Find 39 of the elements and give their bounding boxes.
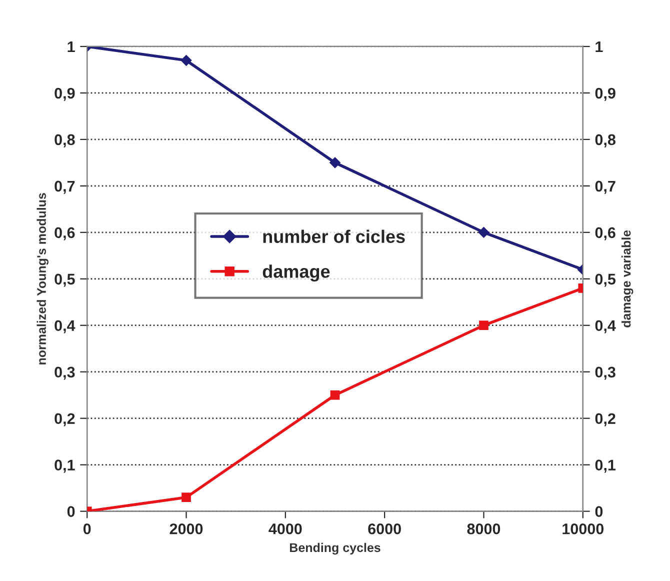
y2-tick-label: 0,3 bbox=[595, 366, 616, 380]
y2-tick-label: 0,9 bbox=[595, 88, 616, 101]
x-tick-label: 6000 bbox=[368, 523, 401, 534]
x-tick-label: 10000 bbox=[562, 523, 604, 534]
legend-label: number of cicles bbox=[263, 230, 405, 244]
y2-tick-label: 0,7 bbox=[595, 180, 616, 194]
x-tick-label: 8000 bbox=[467, 523, 500, 534]
point bbox=[478, 226, 490, 238]
x-tick-label: 0 bbox=[83, 523, 91, 534]
y2-tick-label: 0,1 bbox=[595, 460, 616, 473]
y-tick-label: 0,7 bbox=[54, 180, 75, 194]
y-tick-label: 0,1 bbox=[54, 460, 75, 473]
point bbox=[180, 54, 192, 66]
y2-tick-label: 0,6 bbox=[595, 227, 616, 240]
point bbox=[330, 390, 340, 400]
x-tick-label: 2000 bbox=[170, 523, 203, 534]
y-tick-label: 0,2 bbox=[54, 413, 75, 426]
y2-tick-label: 0 bbox=[595, 506, 603, 517]
legend-label: damage bbox=[262, 264, 330, 282]
y2-tick-label: 0,2 bbox=[595, 413, 616, 426]
y2-tick-label: 1 bbox=[596, 42, 603, 52]
y-tick-label: 1 bbox=[68, 42, 75, 52]
y2-tick-label: 0,8 bbox=[595, 134, 616, 148]
y-tick-label: 0 bbox=[67, 506, 75, 517]
y-tick-label: 0,4 bbox=[54, 320, 76, 334]
y-tick-label: 0,9 bbox=[54, 88, 75, 101]
y2-tick-label: 0,5 bbox=[595, 274, 616, 287]
point bbox=[182, 492, 191, 502]
y2-axis-title: damage variable bbox=[621, 230, 634, 328]
y-tick-label: 0,5 bbox=[54, 274, 75, 287]
y-axis-title: normalized Young's modulus bbox=[36, 193, 49, 364]
y-tick-label: 0,6 bbox=[54, 227, 75, 240]
point bbox=[330, 157, 340, 168]
x-tick-label: 4000 bbox=[268, 523, 302, 534]
y-tick-label: 0,3 bbox=[54, 366, 75, 380]
x-axis-title: Bending cycles bbox=[290, 542, 380, 555]
y2-tick-label: 0,4 bbox=[595, 320, 616, 334]
point bbox=[479, 320, 488, 330]
y-tick-label: 0,8 bbox=[54, 134, 75, 148]
